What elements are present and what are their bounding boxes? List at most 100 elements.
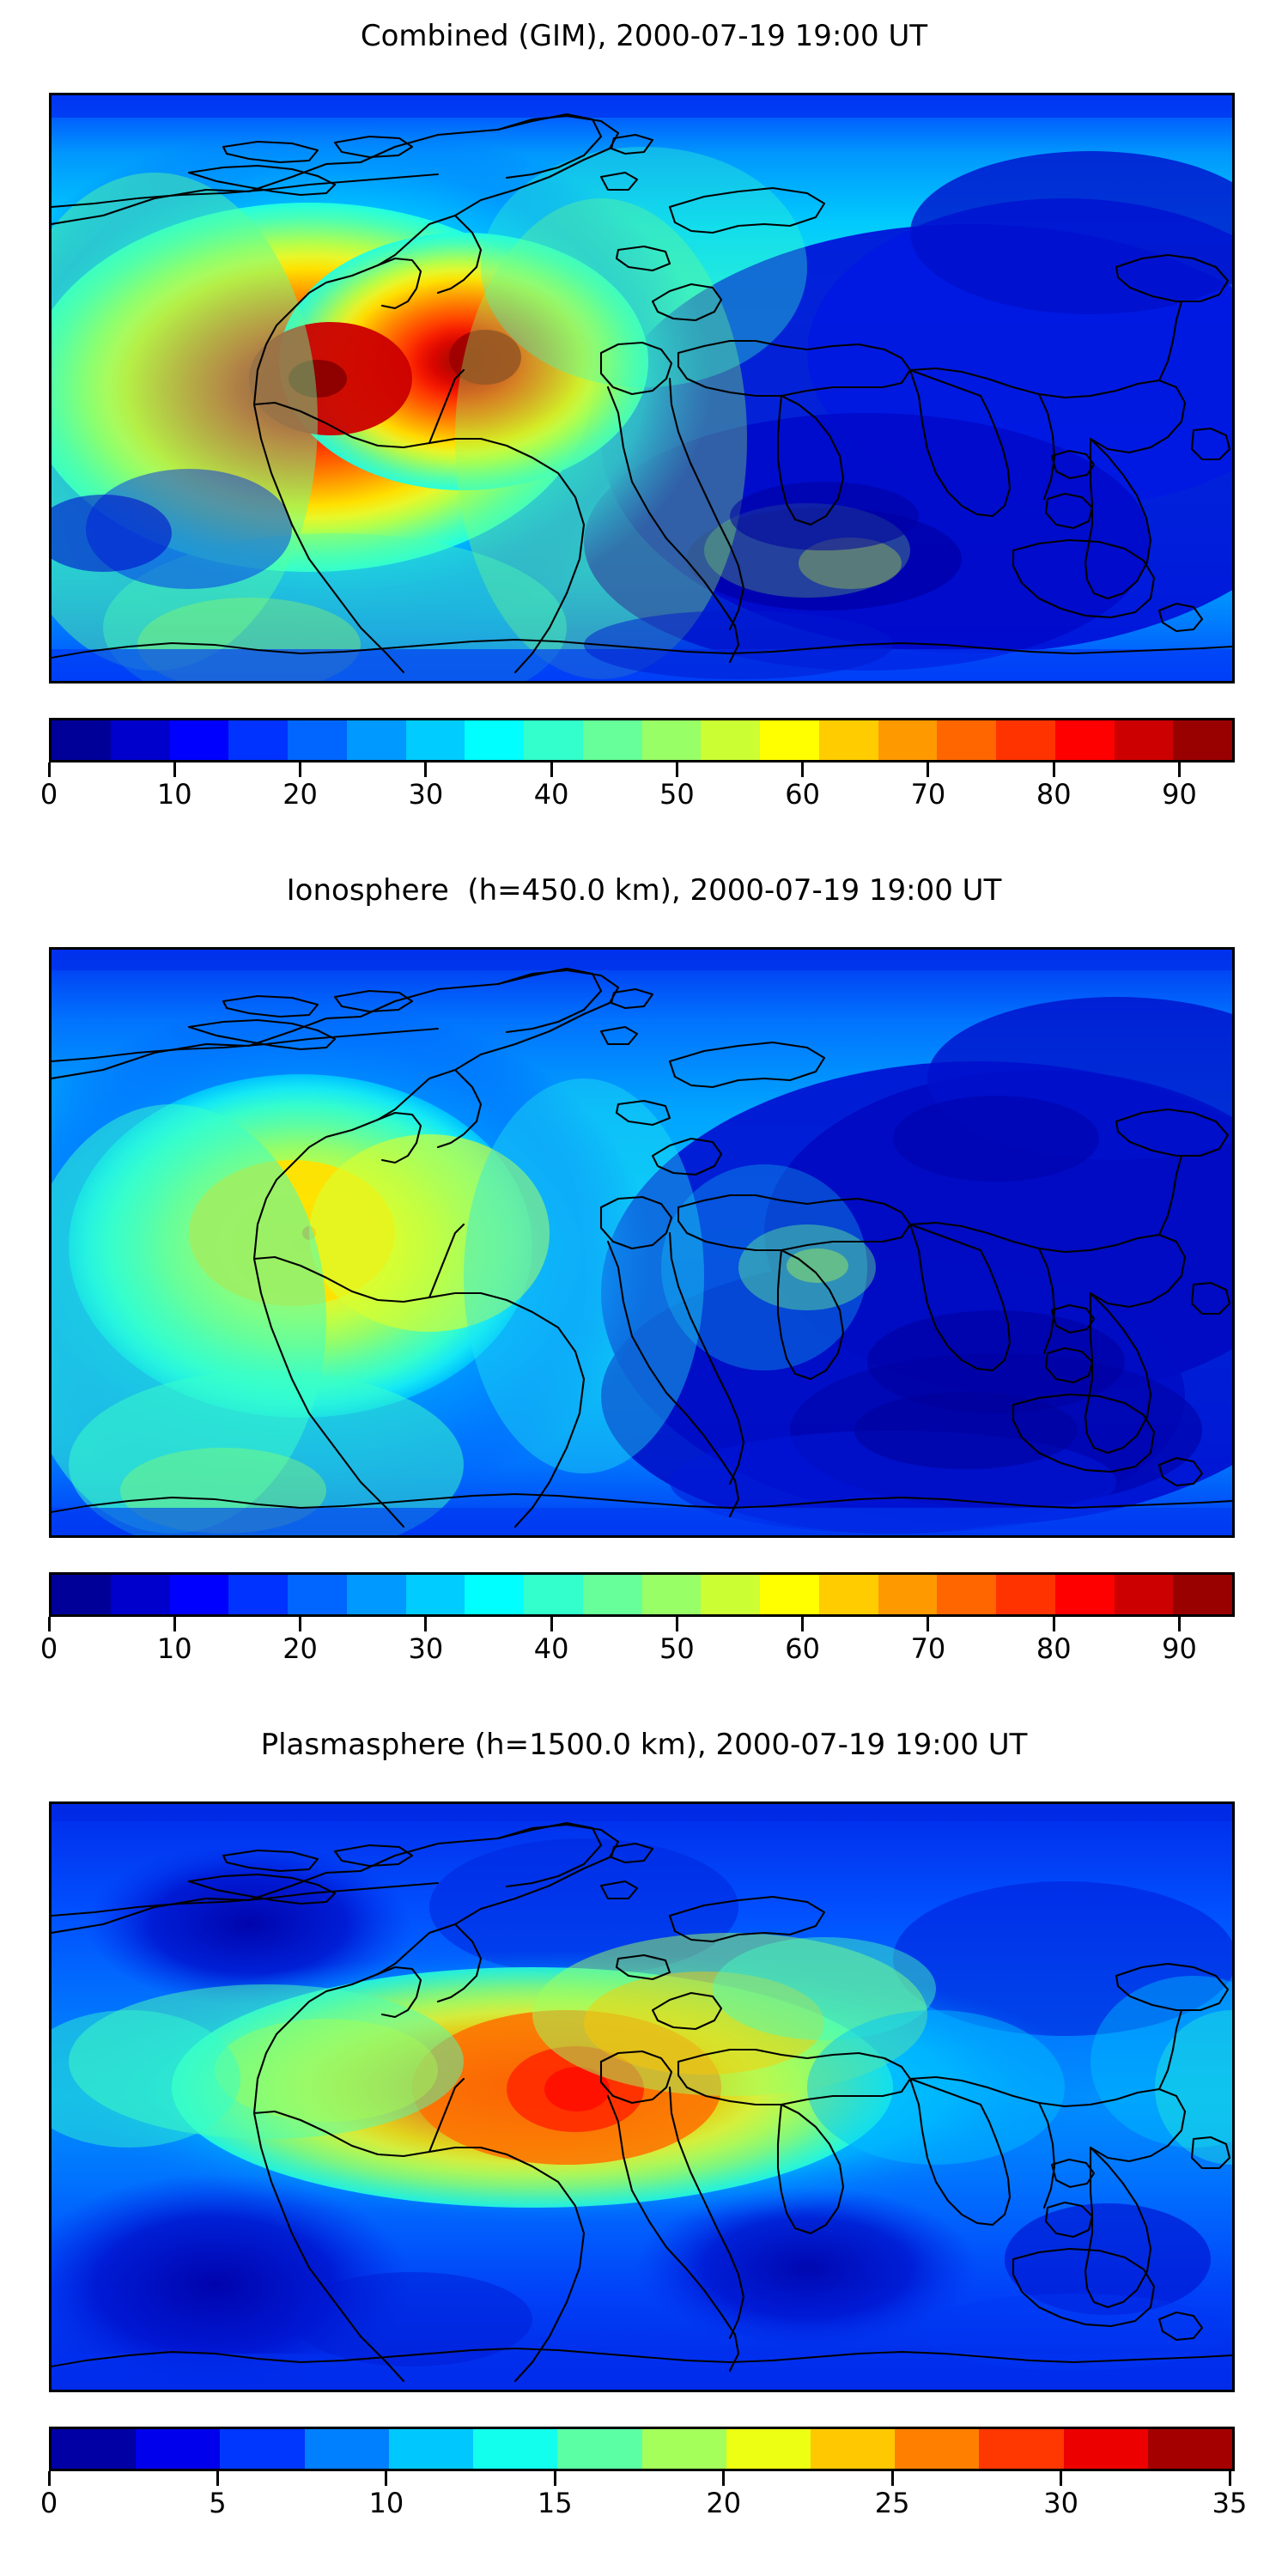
map-plasmasphere: [49, 1801, 1235, 2392]
map-combined-gim: [49, 93, 1235, 683]
colorbar-band: [760, 1575, 819, 1614]
colorbar-tick: [675, 762, 678, 777]
colorbar-band: [996, 720, 1055, 760]
colorbar-band: [895, 2429, 980, 2469]
colorbar-band: [52, 720, 111, 760]
coastlines-combined: [52, 112, 1232, 674]
colorbar-tick: [1177, 1617, 1181, 1631]
colorbar-tick: [550, 1617, 553, 1631]
colorbar-band: [169, 1575, 229, 1614]
colorbar-tick-label: 10: [156, 1632, 192, 1665]
colorbar-tick-label: 80: [1036, 1632, 1072, 1665]
colorbar-tick: [1060, 2471, 1063, 2486]
colorbar-band: [1173, 1575, 1232, 1614]
colorbar-band: [1114, 1575, 1174, 1614]
colorbar-band: [405, 1575, 465, 1614]
map-svg-ionosphere: [52, 950, 1232, 1535]
coastlines-plasmasphere: [52, 1821, 1232, 2383]
colorbar-tick: [550, 762, 553, 777]
colorbar-band: [136, 2429, 221, 2469]
colorbar-tick: [173, 1617, 176, 1631]
colorbar-tick-label: 20: [283, 778, 318, 811]
colorbar-band: [1054, 1575, 1115, 1614]
colorbar-tick-label: 10: [368, 2487, 404, 2519]
colorbar-band: [220, 2429, 305, 2469]
colorbar-tick-label: 35: [1212, 2487, 1248, 2519]
colorbar-tick-label: 60: [785, 778, 821, 811]
colorbar-band: [582, 720, 642, 760]
colorbar-band: [346, 1575, 406, 1614]
colorbar-band: [1173, 720, 1232, 760]
colorbar-plasmasphere: 0 5 10 15 20 25 30 35: [40, 2427, 1247, 2521]
colorbar-band: [1063, 2429, 1148, 2469]
colorbar-band: [228, 720, 288, 760]
colorbar-tick: [927, 762, 930, 777]
colorbar-band: [288, 1575, 347, 1614]
colorbar-ionosphere: 0 10 20 30 40 50 60 70 80 90: [40, 1572, 1235, 1667]
colorbar-tick: [216, 2471, 219, 2486]
colorbar-band: [818, 720, 878, 760]
panel-title-ionosphere: Ionosphere (h=450.0 km), 2000-07-19 19:0…: [286, 873, 1002, 908]
colorbar-band: [1054, 720, 1115, 760]
colorbar-tick-label: 0: [39, 2487, 58, 2519]
colorbar-band: [557, 2429, 642, 2469]
colorbar-tick: [299, 762, 302, 777]
colorbar-tick-label: 80: [1036, 778, 1072, 811]
colorbar-tick: [722, 2471, 726, 2486]
colorbar-tick: [927, 1617, 930, 1631]
colorbar-combined: 0 10 20 30 40 50 60 70 80 90: [40, 718, 1235, 812]
colorbar-band: [937, 720, 996, 760]
colorbar-tick-label: 90: [1162, 1632, 1197, 1665]
colorbar-tick-label: 30: [1043, 2487, 1078, 2519]
panel-title-combined: Combined (GIM), 2000-07-19 19:00 UT: [360, 19, 928, 53]
colorbar-tick-label: 25: [874, 2487, 910, 2519]
colorbar-band: [465, 720, 524, 760]
colorbar-axis-combined: 0 10 20 30 40 50 60 70 80 90: [40, 762, 1232, 812]
colorbar-tick: [1052, 1617, 1055, 1631]
colorbar-band: [979, 2429, 1064, 2469]
colorbar-tick-label: 10: [156, 778, 192, 811]
colorbar-tick-label: 30: [408, 1632, 444, 1665]
map-svg-combined: [52, 95, 1232, 681]
colorbar-tick: [1177, 762, 1181, 777]
colorbar-band: [818, 1575, 878, 1614]
colorbar-tick: [47, 762, 51, 777]
colorbar-band: [346, 720, 406, 760]
colorbar-band: [288, 720, 347, 760]
colorbar-tick: [801, 762, 805, 777]
colorbar-tick-label: 20: [283, 1632, 318, 1665]
colorbar-strip-plasmasphere: [49, 2427, 1235, 2471]
colorbar-tick-label: 0: [39, 1632, 58, 1665]
colorbar-band: [701, 720, 760, 760]
colorbar-band: [641, 720, 702, 760]
colorbar-band: [52, 1575, 111, 1614]
colorbar-band: [641, 2429, 726, 2469]
colorbar-tick: [424, 762, 428, 777]
colorbar-tick-label: 70: [910, 1632, 946, 1665]
colorbar-tick-label: 60: [785, 1632, 821, 1665]
colorbar-band: [473, 2429, 558, 2469]
colorbar-tick: [1228, 2471, 1231, 2486]
colorbar-tick-label: 20: [706, 2487, 742, 2519]
colorbar-tick: [1052, 762, 1055, 777]
colorbar-band: [582, 1575, 642, 1614]
colorbar-band: [810, 2429, 896, 2469]
colorbar-band: [169, 720, 229, 760]
colorbar-tick-label: 40: [533, 778, 569, 811]
colorbar-band: [304, 2429, 389, 2469]
colorbar-band: [937, 1575, 996, 1614]
colorbar-band: [996, 1575, 1055, 1614]
colorbar-axis-ionosphere: 0 10 20 30 40 50 60 70 80 90: [40, 1617, 1232, 1667]
colorbar-tick: [675, 1617, 678, 1631]
colorbar-tick-label: 5: [209, 2487, 227, 2519]
colorbar-tick: [801, 1617, 805, 1631]
colorbar-axis-plasmasphere: 0 5 10 15 20 25 30 35: [40, 2471, 1247, 2521]
colorbar-tick: [890, 2471, 894, 2486]
colorbar-tick: [424, 1617, 428, 1631]
colorbar-band: [524, 1575, 583, 1614]
map-ionosphere: [49, 947, 1235, 1538]
panel-title-plasmasphere: Plasmasphere (h=1500.0 km), 2000-07-19 1…: [260, 1728, 1028, 1762]
colorbar-tick-label: 50: [659, 1632, 695, 1665]
map-svg-plasmasphere: [52, 1804, 1232, 2390]
